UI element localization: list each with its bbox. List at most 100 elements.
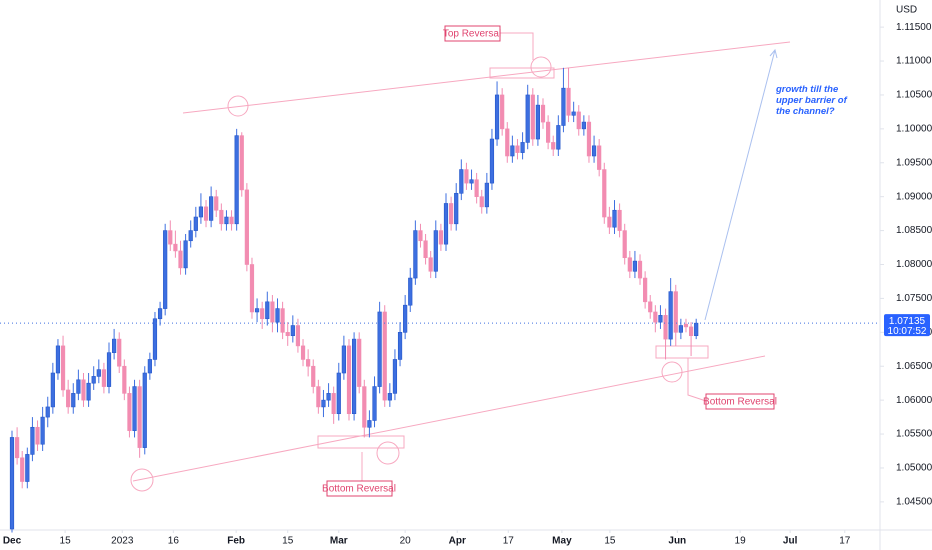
candle-body — [362, 386, 367, 428]
candle-body — [188, 230, 193, 242]
candle-body — [597, 145, 602, 170]
candle-body — [254, 308, 260, 313]
candle-body — [76, 379, 81, 394]
candle-body — [525, 94, 530, 143]
reversal-circle — [130, 468, 154, 492]
candle-body — [469, 179, 474, 184]
channel-lower — [132, 355, 766, 482]
candle-body — [147, 359, 152, 374]
x-tick-label: 15 — [282, 536, 294, 547]
candle-body — [459, 169, 464, 194]
candle-body — [295, 325, 301, 347]
candle-body — [244, 189, 249, 265]
candle-body — [168, 230, 173, 245]
annotation-box — [705, 393, 775, 410]
reversal-circle — [227, 95, 249, 117]
candle-body — [122, 365, 127, 394]
candle-body — [137, 386, 142, 448]
connector — [500, 32, 534, 60]
candle-body — [520, 142, 525, 153]
candle-body — [341, 345, 346, 374]
candle-body — [540, 104, 546, 123]
x-tick-label: 15 — [604, 536, 616, 547]
x-tick-label: 17 — [839, 536, 851, 547]
candle-body — [224, 216, 229, 225]
candle-body — [35, 426, 40, 445]
candle-body — [586, 121, 592, 157]
candle-body — [617, 209, 622, 231]
candle-body — [219, 209, 224, 225]
candle-body — [438, 230, 443, 245]
x-tick-label: Jul — [783, 536, 798, 547]
candle-body — [515, 145, 520, 153]
candle-body — [428, 257, 433, 272]
y-tick-label: 1.10000 — [896, 123, 932, 134]
candle-body — [408, 277, 413, 306]
reversal-circle — [661, 361, 683, 383]
candle-body — [101, 369, 107, 387]
x-tick-label: Dec — [3, 536, 22, 547]
candle-body — [658, 315, 663, 323]
x-tick-label: 15 — [60, 536, 72, 547]
candle-body — [653, 311, 658, 323]
candle-body — [377, 311, 382, 387]
candle-body — [571, 111, 576, 116]
candle-body — [106, 352, 112, 387]
candle-body — [688, 326, 694, 337]
candle-body — [454, 192, 459, 225]
candle-body — [71, 393, 76, 408]
candle-body — [530, 94, 535, 140]
candle-body — [484, 182, 489, 208]
candle-body — [357, 338, 362, 387]
x-tick-label: Jun — [668, 536, 686, 547]
candle-body — [239, 135, 244, 191]
annotation: Top Reversal — [443, 29, 501, 40]
candle-body — [316, 386, 321, 408]
candle-body — [464, 169, 469, 184]
candle-body — [249, 264, 255, 313]
candle-body — [397, 332, 403, 360]
x-tick-label: 17 — [503, 536, 515, 547]
y-tick-label: 1.11000 — [896, 56, 932, 67]
candle-body — [142, 372, 147, 448]
y-tick-label: 1.06500 — [896, 361, 932, 372]
y-tick-label: 1.04500 — [896, 497, 932, 508]
candle-body — [270, 301, 275, 323]
candle-body — [382, 311, 387, 401]
candle-body — [234, 135, 239, 225]
candle-body — [637, 260, 643, 279]
annotation: Bottom Reversal — [703, 397, 777, 408]
candle-body — [306, 359, 311, 367]
candle-body — [433, 230, 438, 272]
candle-body — [209, 196, 214, 221]
candle-body — [648, 301, 653, 313]
channel-upper — [182, 41, 791, 114]
candle-body — [591, 145, 597, 157]
candle-body — [505, 128, 510, 157]
candle-body — [474, 179, 479, 197]
candle-body — [632, 260, 638, 272]
candle-body — [152, 318, 158, 360]
candle-body — [20, 457, 25, 482]
candle-body — [413, 230, 418, 279]
candle-body — [403, 304, 408, 333]
candle-body — [336, 372, 341, 415]
candle-body — [622, 230, 627, 259]
candle-body — [418, 230, 423, 242]
candle-body — [321, 399, 326, 408]
candle-body — [479, 196, 484, 208]
candle-body — [178, 250, 183, 269]
candle-body — [265, 301, 270, 320]
candle-body — [91, 376, 96, 384]
y-tick-label: 1.05000 — [896, 463, 932, 474]
candle-body — [535, 104, 541, 140]
candle-body — [443, 203, 449, 245]
candle-body — [678, 325, 683, 333]
x-tick-label: 2023 — [111, 536, 134, 547]
candle-body — [612, 209, 617, 228]
candle-body — [290, 325, 295, 337]
x-tick-label: 19 — [735, 536, 747, 547]
candle-body — [132, 386, 137, 431]
candle-body — [561, 87, 566, 126]
